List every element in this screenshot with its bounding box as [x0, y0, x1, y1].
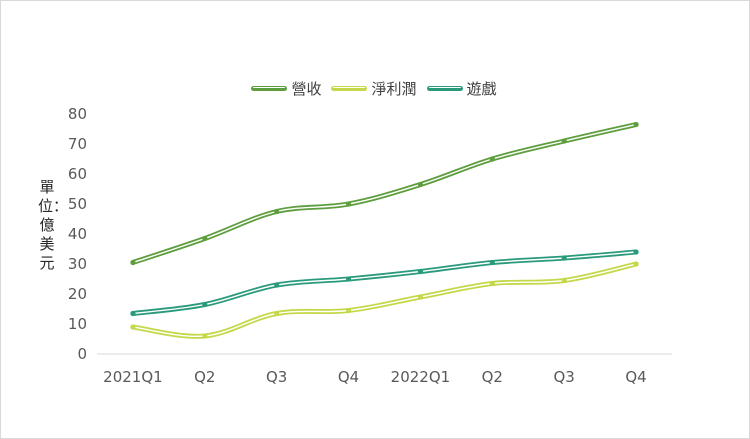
- legend-label-games: 遊戲: [466, 80, 497, 98]
- x-tick-label: Q2: [482, 368, 503, 386]
- data-point-0-3: [345, 201, 352, 207]
- y-tick-label: 20: [68, 285, 87, 303]
- legend-label-revenue: 營收: [291, 80, 322, 98]
- x-tick-label: Q4: [338, 368, 359, 386]
- legend-label-net-profit: 淨利潤: [371, 80, 417, 98]
- data-point-0-2: [274, 208, 280, 215]
- data-point-0-1: [202, 235, 208, 242]
- data-point-1-3: [345, 307, 352, 314]
- data-point-0-7: [633, 121, 639, 128]
- data-point-1-2: [274, 310, 280, 317]
- data-point-1-7: [633, 261, 639, 267]
- data-point-1-0: [130, 324, 136, 330]
- series-line-highlight-2: [132, 251, 637, 315]
- data-point-1-4: [417, 294, 424, 300]
- legend-swatch-revenue: [251, 86, 288, 91]
- series-line-highlight-0: [132, 123, 637, 264]
- legend-item-games[interactable]: 遊戲: [426, 78, 497, 99]
- x-tick-label: 2022Q1: [391, 368, 451, 386]
- legend-item-revenue[interactable]: 營收: [251, 78, 321, 99]
- data-point-0-4: [417, 181, 424, 188]
- legend-item-net-profit[interactable]: 淨利潤: [331, 78, 417, 99]
- data-point-2-5: [489, 259, 495, 266]
- x-tick-label: 2021Q1: [103, 368, 163, 386]
- y-tick-label: 40: [68, 225, 87, 243]
- chart-legend: 營收 淨利潤 遊戲: [0, 78, 748, 99]
- legend-swatch-net-profit: [331, 86, 368, 91]
- data-point-0-0: [130, 259, 136, 266]
- legend-swatch-games: [426, 86, 463, 91]
- y-tick-label: 10: [68, 315, 87, 333]
- x-tick-label: Q3: [554, 368, 575, 386]
- y-tick-label: 80: [68, 105, 87, 123]
- data-point-2-7: [633, 249, 639, 255]
- data-point-0-5: [489, 156, 495, 162]
- data-point-2-3: [345, 276, 352, 282]
- data-point-1-6: [561, 277, 567, 284]
- data-point-2-6: [561, 255, 567, 261]
- y-tick-label: 0: [77, 345, 87, 363]
- y-tick-label: 30: [68, 255, 87, 273]
- data-point-2-4: [417, 268, 424, 275]
- x-tick-label: Q3: [266, 368, 287, 386]
- data-point-2-0: [130, 310, 136, 317]
- y-tick-label: 50: [68, 195, 87, 213]
- data-point-2-1: [202, 301, 208, 308]
- y-tick-label: 70: [68, 135, 87, 153]
- data-point-0-6: [561, 138, 567, 144]
- series-line-highlight-1: [132, 263, 637, 338]
- data-point-2-2: [274, 282, 280, 288]
- y-tick-label: 60: [68, 165, 87, 183]
- data-point-1-1: [202, 333, 208, 339]
- data-point-1-5: [489, 280, 495, 287]
- series-line-0: [130, 122, 639, 265]
- x-tick-label: Q2: [194, 368, 215, 386]
- x-tick-label: Q4: [625, 368, 646, 386]
